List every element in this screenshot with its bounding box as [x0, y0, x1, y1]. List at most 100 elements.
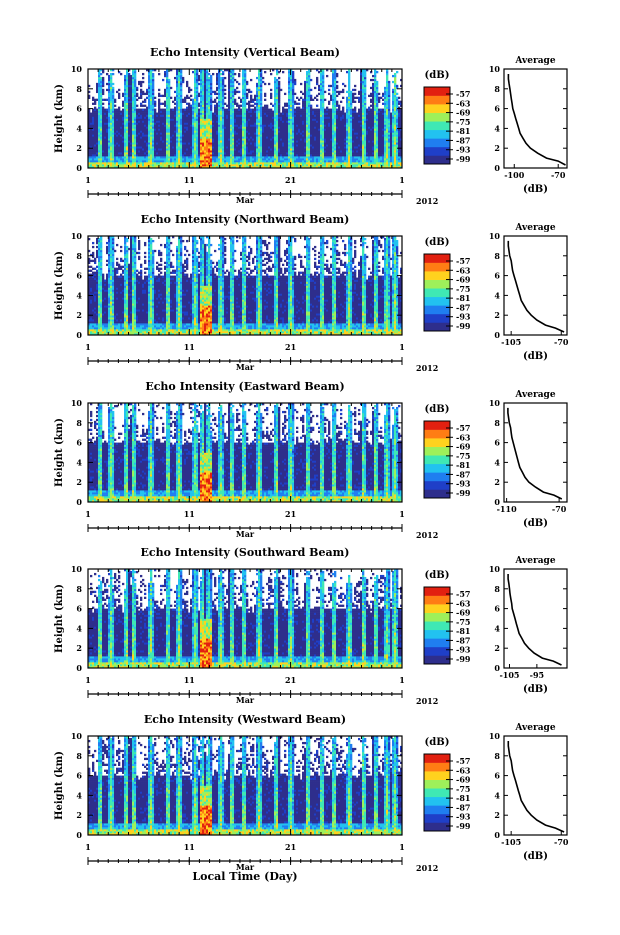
heatmap-cell: [202, 136, 204, 138]
heatmap-cell: [240, 134, 242, 136]
heatmap-cell: [250, 120, 252, 122]
heatmap-cell: [240, 101, 242, 103]
heatmap-cell: [308, 158, 310, 160]
heatmap-cell: [112, 99, 114, 101]
heatmap-cell: [146, 152, 148, 154]
heatmap-cell: [214, 132, 216, 134]
heatmap-cell: [228, 146, 230, 148]
heatmap-cell: [222, 142, 224, 144]
heatmap-cell: [306, 115, 308, 117]
heatmap-cell: [320, 79, 322, 81]
heatmap-cell: [290, 115, 292, 117]
heatmap-cell: [110, 99, 112, 101]
heatmap-cell: [168, 101, 170, 103]
heatmap-cell: [284, 130, 286, 132]
heatmap-cell: [112, 140, 114, 142]
heatmap-cell: [258, 148, 260, 150]
heatmap-cell: [254, 122, 256, 124]
heatmap-cell: [216, 130, 218, 132]
heatmap-cell: [200, 138, 202, 140]
heatmap-cell: [292, 99, 294, 101]
heatmap-cell: [302, 142, 304, 144]
heatmap-cell: [262, 134, 264, 136]
heatmap-cell: [314, 111, 316, 113]
heatmap-cell: [210, 120, 212, 122]
heatmap-cell: [318, 109, 320, 111]
heatmap-cell: [212, 115, 214, 117]
heatmap-cell: [190, 144, 192, 146]
heatmap-cell: [194, 146, 196, 148]
heatmap-cell: [120, 113, 122, 115]
heatmap-cell: [222, 97, 224, 99]
heatmap-cell: [152, 81, 154, 83]
heatmap-cell: [210, 109, 212, 111]
heatmap-cell: [164, 158, 166, 160]
heatmap-cell: [234, 148, 236, 150]
heatmap-cell: [236, 162, 238, 164]
heatmap-cell: [226, 142, 228, 144]
heatmap-cell: [168, 105, 170, 107]
heatmap-cell: [94, 132, 96, 134]
heatmap-cell: [98, 156, 100, 158]
heatmap-cell: [276, 158, 278, 160]
heatmap-cell: [130, 156, 132, 158]
heatmap-cell: [90, 152, 92, 154]
heatmap-cell: [258, 117, 260, 119]
heatmap-cell: [324, 109, 326, 111]
heatmap-cell: [128, 93, 130, 95]
heatmap-cell: [182, 119, 184, 121]
heatmap-cell: [164, 115, 166, 117]
heatmap-cell: [204, 81, 206, 83]
heatmap-cell: [120, 117, 122, 119]
heatmap-cell: [184, 130, 186, 132]
heatmap-cell: [226, 134, 228, 136]
heatmap-cell: [148, 122, 150, 124]
heatmap-cell: [130, 144, 132, 146]
heatmap-cell: [180, 115, 182, 117]
heatmap-cell: [196, 162, 198, 164]
heatmap-cell: [314, 138, 316, 140]
heatmap-cell: [102, 160, 104, 162]
heatmap-cell: [112, 97, 114, 99]
heatmap-cell: [94, 142, 96, 144]
heatmap-cell: [272, 132, 274, 134]
heatmap-cell: [266, 126, 268, 128]
heatmap-cell: [266, 160, 268, 162]
heatmap-cell: [112, 115, 114, 117]
heatmap-cell: [236, 126, 238, 128]
heatmap-cell: [308, 138, 310, 140]
heatmap-cell: [134, 122, 136, 124]
heatmap-cell: [308, 146, 310, 148]
heatmap-cell: [150, 77, 152, 79]
heatmap-cell: [110, 103, 112, 105]
heatmap-cell: [202, 111, 204, 113]
heatmap-cell: [294, 150, 296, 152]
heatmap-cell: [208, 138, 210, 140]
heatmap-cell: [218, 134, 220, 136]
heatmap-cell: [200, 93, 202, 95]
heatmap-cell: [312, 158, 314, 160]
heatmap-cell: [204, 107, 206, 109]
heatmap-cell: [288, 77, 290, 79]
heatmap-cell: [302, 122, 304, 124]
heatmap-cell: [320, 122, 322, 124]
heatmap-cell: [292, 119, 294, 121]
heatmap-cell: [254, 99, 256, 101]
heatmap-cell: [148, 89, 150, 91]
heatmap-cell: [156, 119, 158, 121]
heatmap-cell: [128, 144, 130, 146]
heatmap-cell: [286, 156, 288, 158]
heatmap-cell: [294, 117, 296, 119]
heatmap-cell: [224, 119, 226, 121]
heatmap-cell: [242, 130, 244, 132]
heatmap-cell: [268, 115, 270, 117]
heatmap-cell: [242, 164, 244, 166]
heatmap-cell: [166, 95, 168, 97]
heatmap-cell: [248, 103, 250, 105]
heatmap-cell: [166, 101, 168, 103]
heatmap-cell: [206, 85, 208, 87]
heatmap-cell: [112, 150, 114, 152]
heatmap-cell: [318, 134, 320, 136]
heatmap-cell: [224, 156, 226, 158]
heatmap-cell: [104, 140, 106, 142]
